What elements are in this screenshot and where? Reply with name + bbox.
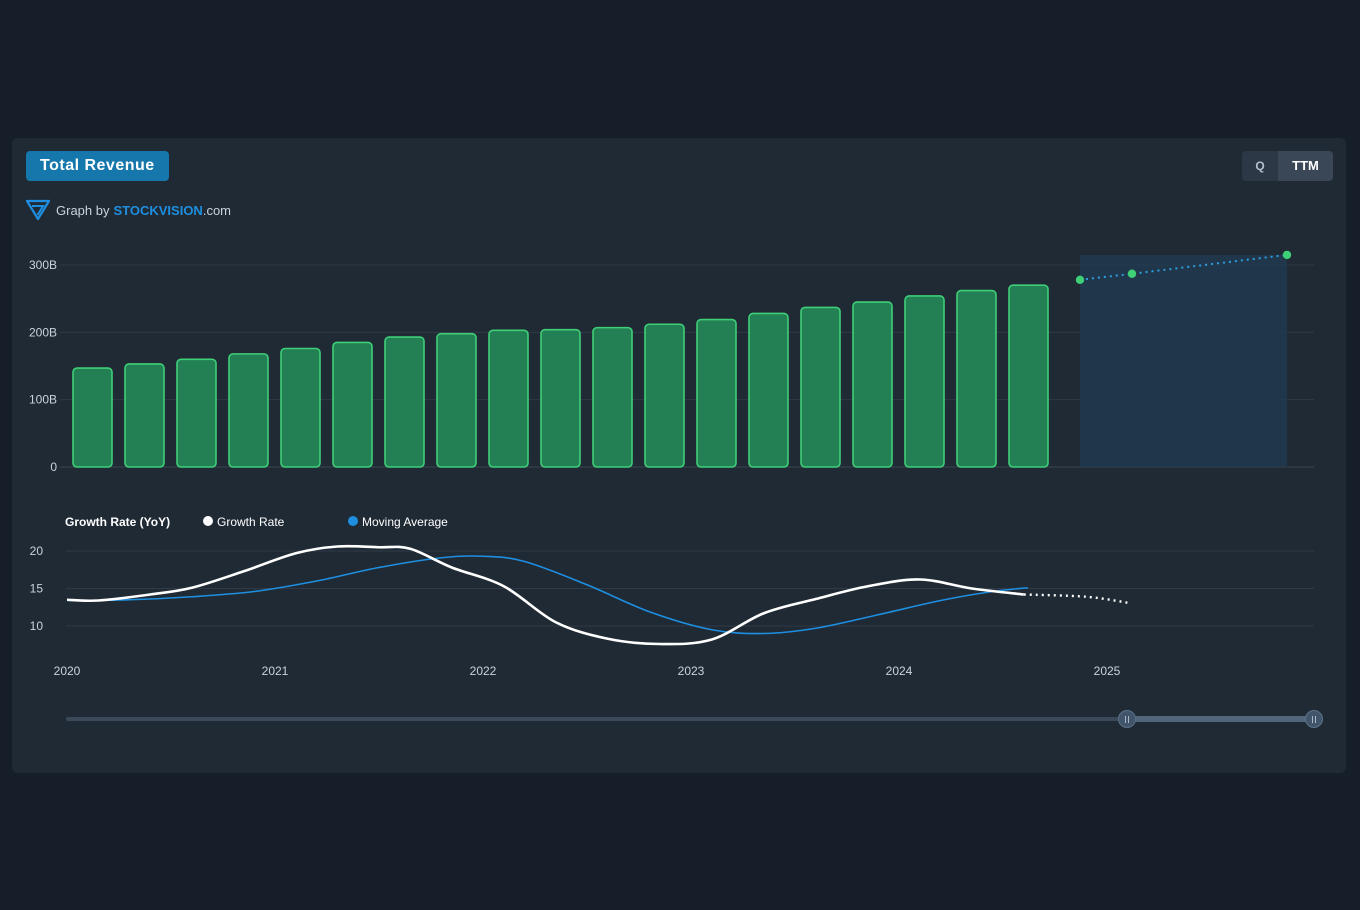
revenue-bar	[384, 336, 425, 468]
toggle-ttm-button[interactable]: TTM	[1278, 151, 1333, 181]
brand-name-vision: VISION	[158, 202, 203, 218]
revenue-bar	[228, 353, 269, 468]
revenue-bar	[1008, 284, 1049, 468]
range-slider-selection[interactable]	[1127, 716, 1314, 722]
legend-growth-rate-label: Growth Rate	[217, 515, 285, 529]
revenue-bar	[436, 332, 477, 468]
stockvision-logo-icon	[26, 199, 50, 221]
legend-moving-average-dot	[348, 516, 358, 526]
revenue-bar	[592, 326, 633, 468]
forecast-point	[1075, 275, 1085, 285]
growth-y-tick-label: 20	[30, 544, 44, 558]
brand-prefix: Graph by	[56, 202, 110, 218]
revenue-bar	[332, 341, 373, 468]
year-axis-label: 2024	[886, 664, 913, 678]
growth-chart-title: Growth Rate (YoY)	[65, 515, 170, 529]
growth-y-tick-label: 10	[30, 619, 44, 633]
revenue-chart-card: Total Revenue Q TTM Graph by STOCK VISION…	[12, 138, 1346, 773]
year-axis-label: 2020	[54, 664, 81, 678]
revenue-bar	[852, 301, 893, 468]
year-axis-label: 2023	[678, 664, 705, 678]
revenue-bar	[904, 295, 945, 468]
forecast-point	[1127, 269, 1137, 278]
legend-moving-average-label: Moving Average	[362, 515, 448, 529]
period-toggle[interactable]: Q TTM	[1242, 151, 1333, 181]
bar-y-tick-label: 300B	[29, 258, 57, 272]
bar-y-tick-label: 0	[50, 460, 57, 474]
forecast-point	[1282, 250, 1292, 260]
forecast-area	[1080, 254, 1287, 467]
range-slider-track[interactable]	[66, 717, 1314, 721]
brand-credit[interactable]: Graph by STOCK VISION .com	[26, 199, 231, 221]
year-axis-label: 2025	[1094, 664, 1121, 678]
growth-rate-forecast-line	[1023, 593, 1128, 604]
brand-name-stock: STOCK	[113, 202, 159, 218]
revenue-bar	[696, 318, 737, 468]
year-axis-label: 2022	[470, 664, 497, 678]
year-axis-label: 2021	[262, 664, 289, 678]
revenue-bar	[72, 367, 113, 468]
bar-y-tick-label: 200B	[29, 325, 57, 339]
range-slider-left-handle[interactable]	[1118, 710, 1136, 728]
moving-average-line	[66, 555, 1029, 635]
revenue-bar	[124, 363, 165, 468]
brand-suffix: .com	[202, 202, 231, 218]
forecast-line	[1079, 253, 1288, 281]
revenue-bar	[644, 323, 685, 468]
growth-y-tick-label: 15	[30, 582, 44, 596]
revenue-bar	[800, 306, 841, 468]
revenue-bar	[488, 329, 529, 468]
bar-y-tick-label: 100B	[29, 393, 57, 407]
revenue-bar	[748, 312, 789, 468]
revenue-bar	[176, 358, 217, 468]
revenue-bar	[540, 328, 581, 468]
revenue-bar	[956, 289, 997, 468]
chart-title-badge: Total Revenue	[26, 151, 169, 181]
growth-rate-line	[66, 544, 1024, 646]
toggle-quarterly-button[interactable]: Q	[1255, 159, 1265, 173]
legend-growth-rate-dot	[203, 516, 213, 526]
range-slider-right-handle[interactable]	[1305, 710, 1323, 728]
revenue-bar	[280, 347, 321, 468]
